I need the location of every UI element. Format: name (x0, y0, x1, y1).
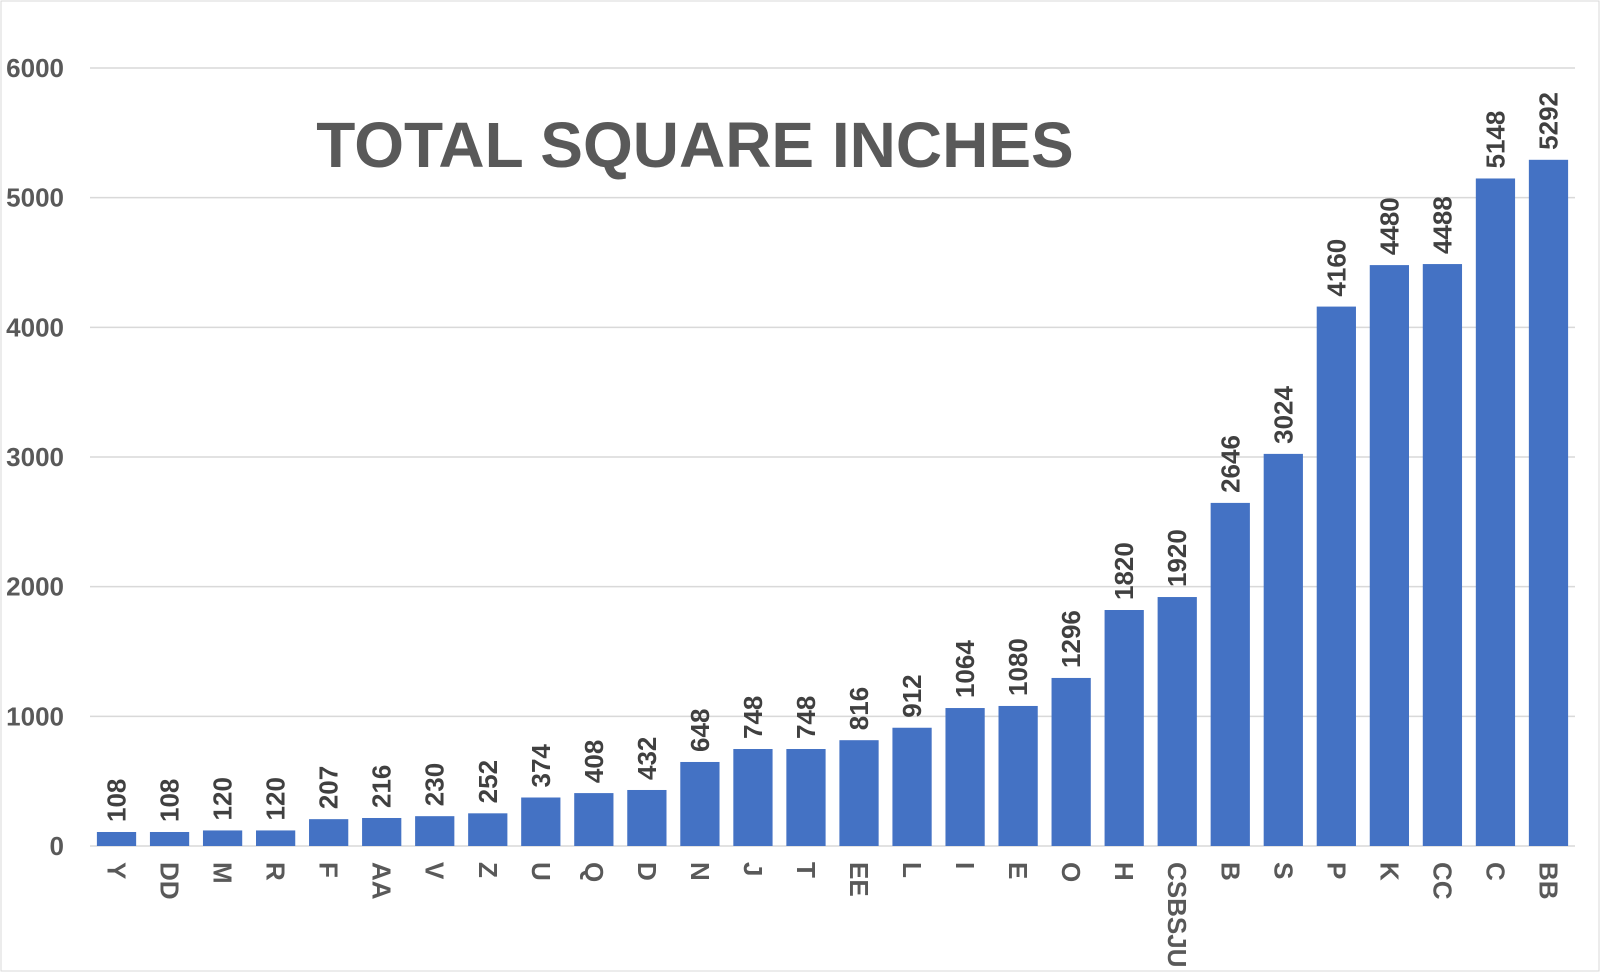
bar-d (627, 789, 667, 846)
x-category-label: J (738, 862, 768, 876)
data-label: 230 (420, 763, 450, 806)
data-label: 4160 (1321, 239, 1351, 297)
chart-title: TOTAL SQUARE INCHES (316, 109, 1073, 181)
data-label: 912 (897, 674, 927, 717)
data-label: 2646 (1215, 435, 1245, 493)
bar-cc (1422, 264, 1463, 846)
data-label: 1064 (950, 640, 980, 698)
y-tick-label: 6000 (6, 53, 64, 83)
data-label: 3024 (1268, 386, 1298, 444)
data-label: 108 (102, 779, 132, 822)
data-labels: 108 108 120 120 207 216 230 252 374 408 432 648 748 7… (102, 92, 1564, 822)
bar-n (680, 761, 720, 846)
y-axis-tick-labels: 0 1000 2000 3000 4000 5000 6000 (6, 53, 64, 861)
bar-h (1104, 610, 1144, 846)
x-category-label: S (1268, 862, 1298, 879)
x-category-label: K (1374, 862, 1404, 881)
x-category-label: CSBSJU (1162, 862, 1192, 967)
bar-p (1316, 306, 1356, 846)
data-label: 748 (791, 696, 821, 739)
x-category-label: E (1003, 862, 1033, 879)
x-category-label: H (1109, 862, 1139, 881)
x-category-label: V (420, 862, 450, 880)
x-category-label: EE (844, 862, 874, 897)
bar-r (256, 830, 296, 846)
x-category-label: T (791, 862, 821, 878)
bar-s (1263, 453, 1303, 846)
x-category-label: Y (102, 862, 132, 879)
y-tick-label: 4000 (6, 312, 64, 342)
data-label: 1080 (1003, 638, 1033, 696)
x-category-label: N (685, 862, 715, 881)
x-category-label: Q (579, 862, 609, 882)
x-category-label: C (1480, 862, 1510, 881)
data-label: 1920 (1162, 529, 1192, 587)
x-category-label: Z (473, 862, 503, 878)
bar-dd (149, 831, 190, 846)
data-label: 120 (261, 777, 291, 820)
x-category-label: DD (155, 862, 185, 900)
data-label: 648 (685, 709, 715, 752)
x-category-label: CC (1427, 862, 1457, 900)
data-label: 1820 (1109, 542, 1139, 600)
x-category-label: BB (1533, 862, 1563, 900)
data-label: 5292 (1533, 92, 1563, 150)
bar-t (786, 749, 826, 846)
x-category-label: P (1321, 862, 1351, 879)
bar-z (468, 813, 508, 846)
data-label: 748 (738, 696, 768, 739)
data-label: 432 (632, 737, 662, 780)
x-category-label: D (632, 862, 662, 881)
x-category-label: R (261, 862, 291, 881)
bar-i (945, 708, 985, 846)
data-label: 816 (844, 687, 874, 730)
bar-k (1369, 265, 1409, 846)
bar-q (574, 793, 614, 846)
x-category-label: U (526, 862, 556, 881)
x-category-label: L (897, 862, 927, 878)
bar-o (1051, 677, 1091, 846)
bar-f (309, 819, 349, 846)
bar-v (415, 816, 455, 846)
x-axis-category-labels: Y DD M R F AA V Z U Q D N J T EE L I E O H CSBSJU B S P K CC C BB (102, 862, 1564, 967)
y-tick-label: 1000 (6, 701, 64, 731)
bar-ee (839, 740, 879, 846)
bar-c (1475, 178, 1516, 846)
y-tick-label: 0 (50, 831, 64, 861)
data-label: 408 (579, 740, 609, 783)
y-tick-label: 5000 (6, 183, 64, 213)
data-label: 374 (526, 744, 556, 788)
bars (96, 159, 1569, 846)
x-category-label: M (208, 862, 238, 884)
bar-aa (362, 817, 402, 846)
x-category-label: O (1056, 862, 1086, 882)
bar-bb (1528, 159, 1569, 846)
bar-j (733, 749, 773, 846)
x-category-label: AA (367, 862, 397, 900)
data-label: 252 (473, 760, 503, 803)
data-label: 120 (208, 777, 238, 820)
y-tick-label: 3000 (6, 442, 64, 472)
bar-y (96, 831, 137, 846)
data-label: 108 (155, 779, 185, 822)
x-category-label: I (950, 862, 980, 869)
data-label: 5148 (1480, 111, 1510, 169)
x-category-label: B (1215, 862, 1245, 881)
bar-e (998, 705, 1038, 846)
data-label: 4488 (1427, 196, 1457, 254)
data-label: 216 (367, 765, 397, 808)
bar-b (1210, 502, 1250, 846)
bar-u (521, 797, 561, 846)
bar-m (202, 830, 243, 846)
y-tick-label: 2000 (6, 572, 64, 602)
data-label: 207 (314, 766, 344, 809)
data-label: 1296 (1056, 610, 1086, 668)
data-label: 4480 (1374, 197, 1404, 255)
x-category-label: F (314, 862, 344, 878)
bar-l (892, 727, 932, 846)
bar-csbsju (1157, 597, 1197, 846)
